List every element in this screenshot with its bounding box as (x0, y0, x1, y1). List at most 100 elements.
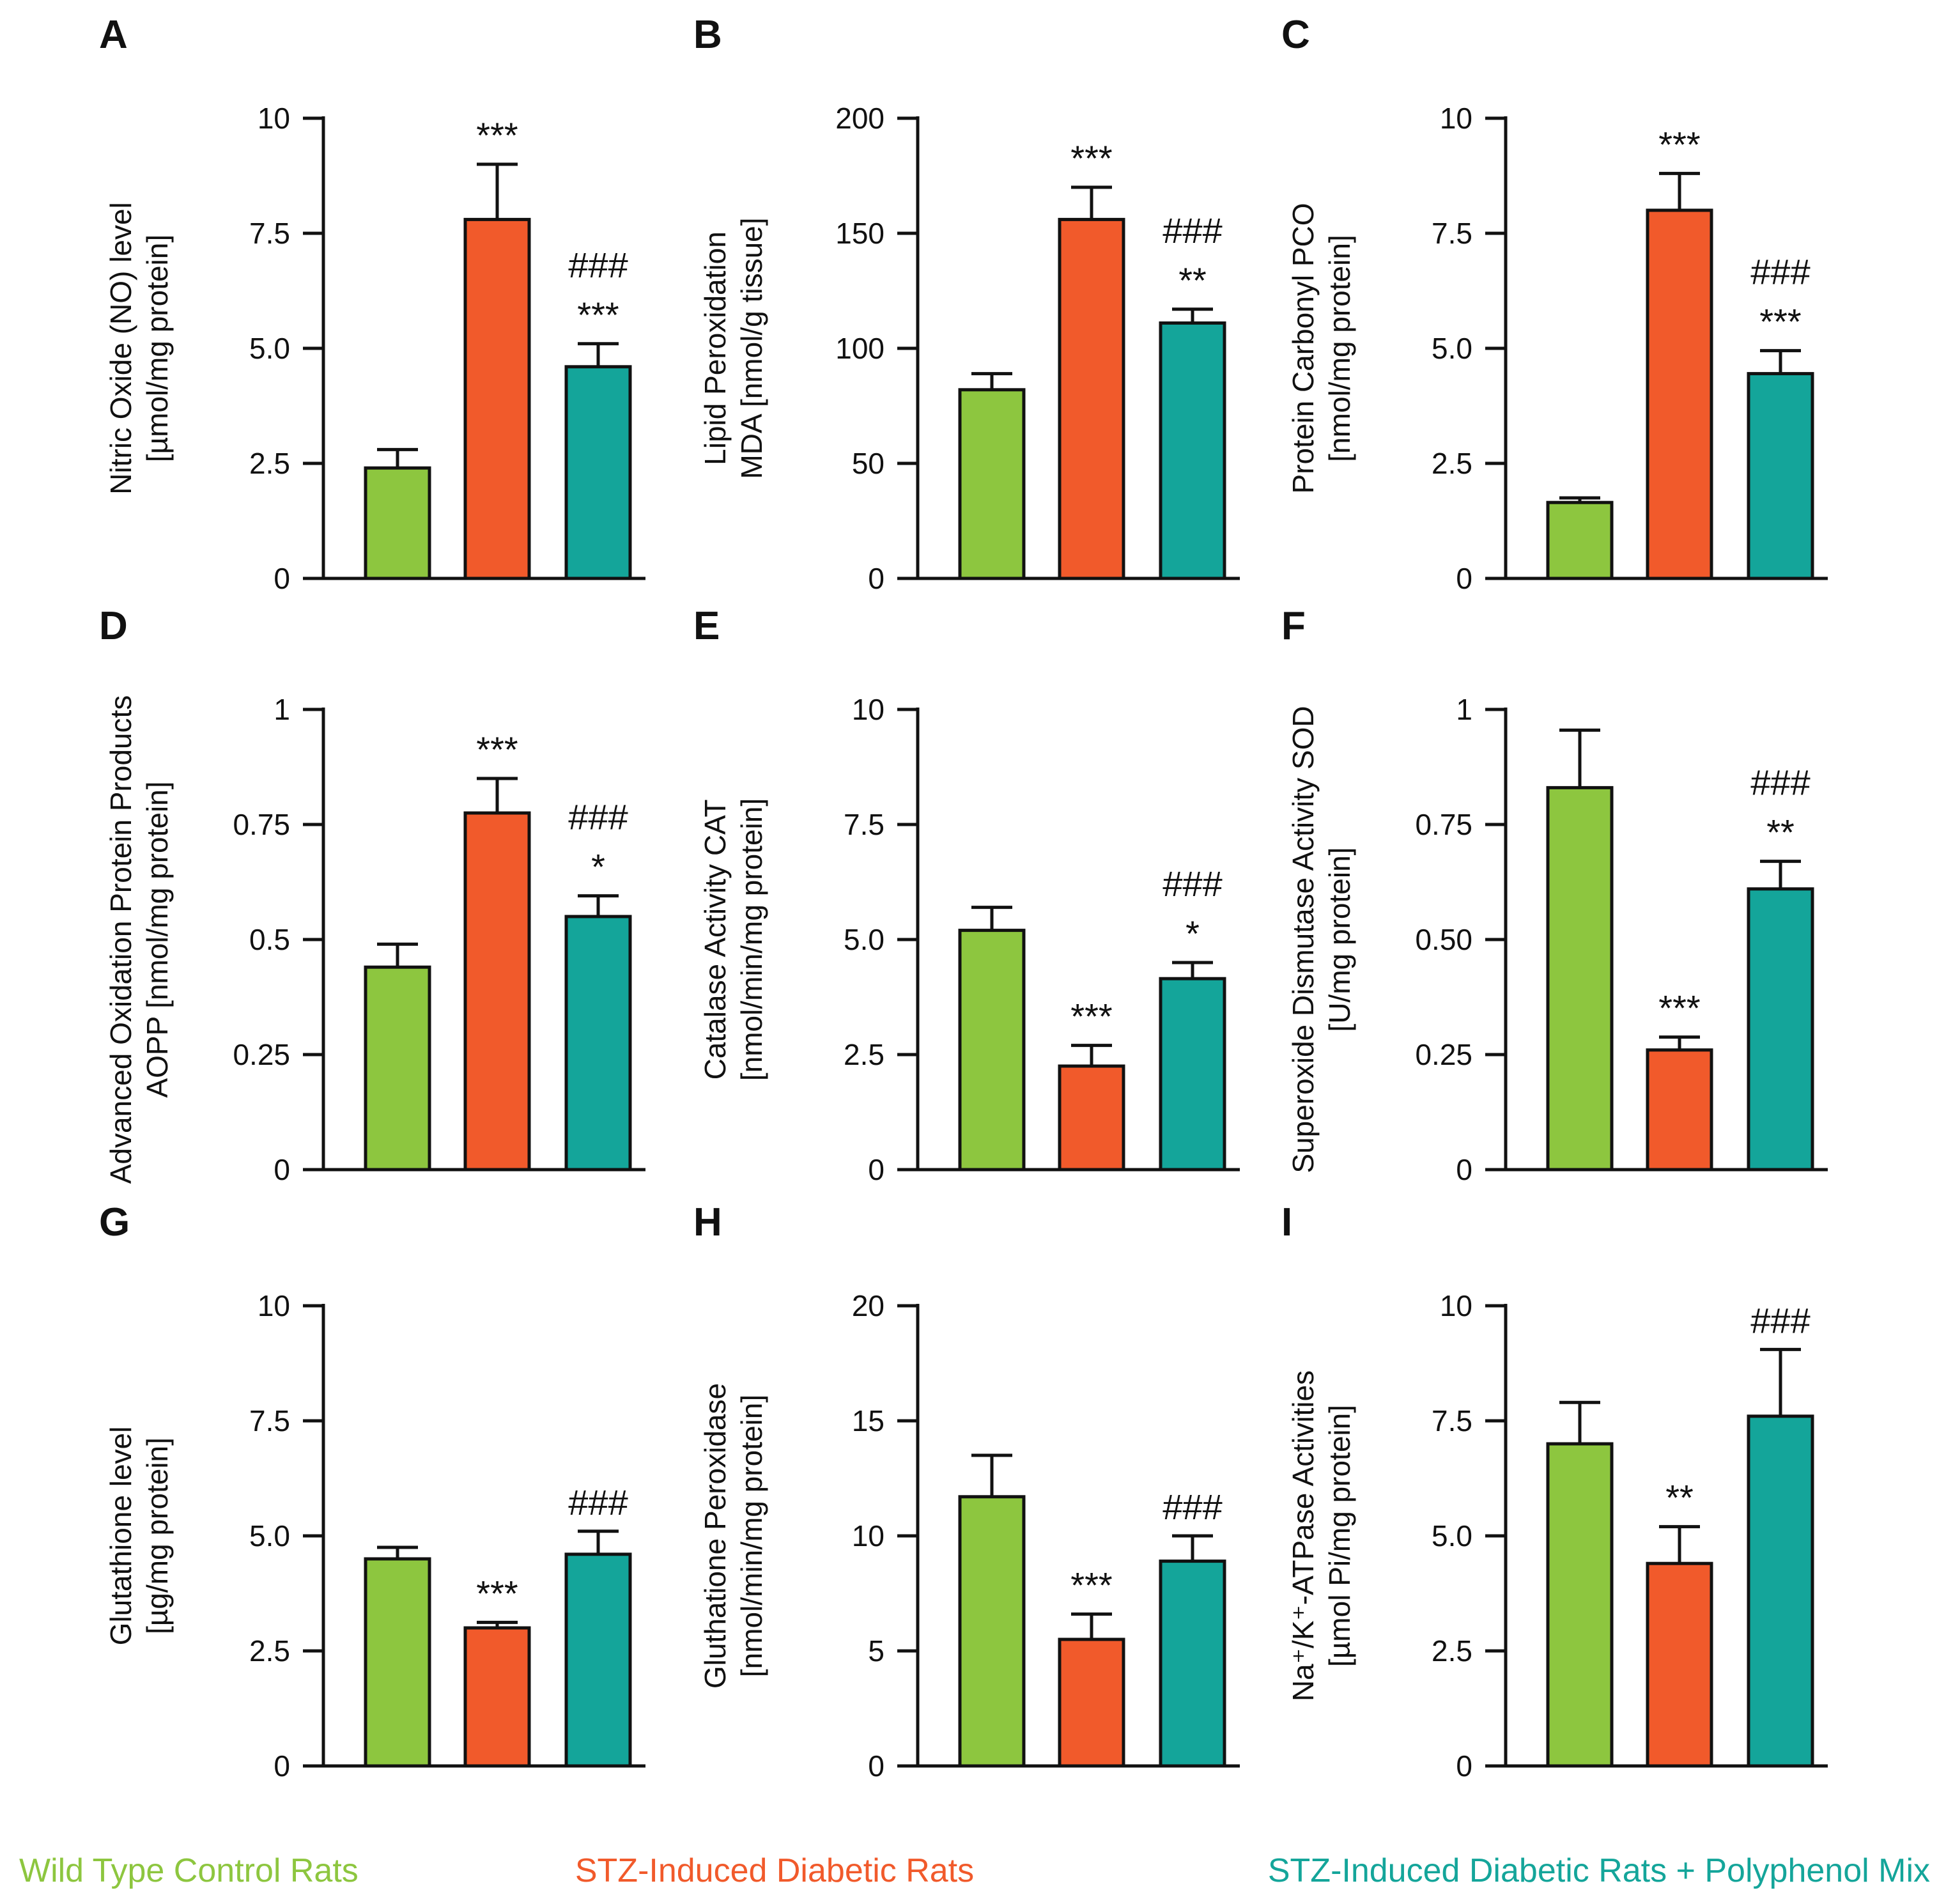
panel-c-significance-2: *** (1658, 124, 1700, 164)
panel-h-ytick-label: 5 (868, 1634, 884, 1668)
panel-f-significance-3: ** (1766, 812, 1795, 853)
panel-b-ytick-label: 50 (852, 447, 884, 480)
panel-f: F Superoxide Dismutase Activity SOD [U/mg … (1281, 604, 1828, 1186)
legend-control: Wild Type Control Rats (19, 1852, 359, 1889)
panel-a-significance-3: *** (577, 295, 619, 335)
panel-d-bar-1 (364, 965, 431, 1172)
panel-f-bar-3 (1747, 887, 1814, 1172)
panel-c: C Protein Carbonyl PCO [nmol/mg protein] 0 2… (1281, 13, 1828, 595)
panel-f-ytick-label: 1 (1456, 693, 1472, 726)
panel-e-bar-1 (958, 929, 1026, 1172)
panel-f-ylabel: Superoxide Dismutase Activity SOD [U/mg p… (1286, 706, 1356, 1173)
panel-d-ytick-label: 0.5 (249, 923, 290, 956)
panel-e-ylabel-line: [nmol/min/mg protein] (735, 798, 768, 1081)
panel-h-ylabel-line: Gluthatione Peroxidase (699, 1383, 732, 1689)
panel-g: G Glutathione level [µg/mg protein] 0 2.5 5.0… (99, 1200, 645, 1783)
panel-i-bar-1 (1546, 1442, 1614, 1768)
panel-d-ytick-label: 0 (274, 1153, 290, 1186)
panel-g-bar-3 (564, 1552, 632, 1768)
panel-e-ytick-label: 2.5 (844, 1038, 884, 1071)
panel-b-ylabel-line: MDA [nmol/g tissue] (735, 217, 768, 479)
panel-i-ylabel-line: Na⁺/K⁺-ATPase Activities (1286, 1370, 1320, 1701)
panel-d-ylabel-line: AOPP [nmol/mg protein] (141, 781, 174, 1097)
panel-h-bar-3 (1159, 1560, 1226, 1768)
panel-i-ytick-label: 2.5 (1432, 1634, 1472, 1668)
panels: A Nitric Oxide (NO) level [µmol/mg protein… (99, 13, 1828, 1783)
panel-f-letter: F (1281, 604, 1306, 648)
panel-b-significance-3: ** (1178, 260, 1207, 300)
panel-e: E Catalase Activity CAT [nmol/min/mg prote… (693, 604, 1240, 1186)
panel-d-bar-3 (564, 915, 632, 1172)
panel-e-bar-2 (1058, 1064, 1125, 1172)
legend-stz: STZ-Induced Diabetic Rats (575, 1852, 974, 1889)
panel-d-ytick-label: 0.75 (233, 808, 290, 841)
panel-g-ylabel: Glutathione level [µg/mg protein] (104, 1427, 174, 1646)
panel-i-ytick-label: 10 (1440, 1289, 1472, 1322)
panel-i-significance-3: ### (1750, 1300, 1810, 1340)
panel-c-significance-3: *** (1759, 302, 1801, 342)
panel-b-ytick-label: 0 (868, 562, 884, 595)
panel-g-bar-1 (364, 1557, 431, 1768)
panel-c-ytick-label: 5.0 (1432, 332, 1472, 365)
panel-i-bar-3 (1747, 1414, 1814, 1768)
panel-a-ytick-label: 7.5 (249, 217, 290, 250)
panel-b-bar-3 (1159, 321, 1226, 580)
panel-f-ylabel-line: [U/mg protein] (1323, 848, 1356, 1032)
panel-g-ytick-label: 5.0 (249, 1519, 290, 1552)
panel-a-ylabel-line: [µmol/mg protein] (141, 235, 174, 462)
panel-h-ylabel: Gluthatione Peroxidase [nmol/min/mg prote… (699, 1383, 768, 1689)
panel-d-significance-2: *** (476, 729, 518, 770)
legend-polyphenol-mix: STZ-Induced Diabetic Rats + Polyphenol M… (1268, 1852, 1930, 1889)
panel-b-ylabel-line: Lipid Peroxidation (699, 231, 732, 465)
panel-i-ytick-label: 0 (1456, 1749, 1472, 1783)
panel-f-ytick-label: 0.50 (1415, 923, 1472, 956)
panel-b-ylabel: Lipid Peroxidation MDA [nmol/g tissue] (699, 217, 768, 479)
panel-b-ytick-label: 100 (835, 332, 884, 365)
panel-g-bar-2 (463, 1626, 531, 1768)
legend: Wild Type Control Rats STZ-Induced Diabe… (19, 1852, 1930, 1889)
panel-f-bar-1 (1546, 786, 1614, 1172)
panel-a-ytick-label: 10 (258, 102, 290, 135)
panel-c-ytick-label: 2.5 (1432, 447, 1472, 480)
panel-f-ytick-label: 0.75 (1415, 808, 1472, 841)
panel-b-bar-1 (958, 388, 1026, 580)
panel-d-letter: D (99, 604, 128, 648)
panel-e-bar-3 (1159, 977, 1226, 1172)
panel-c-letter: C (1281, 13, 1310, 57)
panel-c-bar-1 (1546, 500, 1614, 580)
panel-c-ytick-label: 7.5 (1432, 217, 1472, 250)
panel-c-bar-3 (1747, 372, 1814, 580)
panel-g-significance-3: ### (568, 1482, 628, 1522)
panel-d-bar-2 (463, 811, 531, 1172)
panel-g-letter: G (99, 1200, 130, 1244)
panel-i-ytick-label: 5.0 (1432, 1519, 1472, 1552)
panel-f-ylabel-line: Superoxide Dismutase Activity SOD (1286, 706, 1320, 1173)
panel-e-significance-2: *** (1070, 996, 1112, 1037)
panel-f-bar-2 (1646, 1048, 1713, 1172)
panel-i: I Na⁺/K⁺-ATPase Activities [µmol Pi/mg pro… (1281, 1200, 1828, 1783)
panel-e-ytick-label: 10 (852, 693, 884, 726)
panel-i-letter: I (1281, 1200, 1292, 1244)
panel-e-letter: E (693, 604, 720, 648)
panel-g-ylabel-line: [µg/mg protein] (141, 1437, 174, 1634)
panel-g-ytick-label: 2.5 (249, 1634, 290, 1668)
panel-c-ylabel-line: Protein Carbonyl PCO (1286, 203, 1320, 493)
panel-b-letter: B (693, 13, 722, 57)
panel-d-significance-3: ### (568, 797, 628, 837)
panel-c-ylabel-line: [nmol/mg protein] (1323, 235, 1356, 461)
panel-i-ylabel-line: [µmol Pi/mg protein] (1323, 1405, 1356, 1667)
panel-a-letter: A (99, 13, 128, 57)
panel-e-ytick-label: 7.5 (844, 808, 884, 841)
panel-b-significance-2: *** (1070, 138, 1112, 178)
panel-c-bar-2 (1646, 208, 1713, 580)
panel-c-ytick-label: 0 (1456, 562, 1472, 595)
panel-d-significance-3: * (591, 847, 605, 887)
panel-a-ylabel-line: Nitric Oxide (NO) level (104, 202, 137, 495)
panel-i-ytick-label: 7.5 (1432, 1404, 1472, 1437)
panel-h-bar-2 (1058, 1637, 1125, 1768)
panel-i-bar-2 (1646, 1561, 1713, 1768)
panel-a-bar-3 (564, 365, 632, 580)
panel-a: A Nitric Oxide (NO) level [µmol/mg protein… (99, 13, 645, 595)
panel-i-significance-2: ** (1665, 1478, 1694, 1518)
